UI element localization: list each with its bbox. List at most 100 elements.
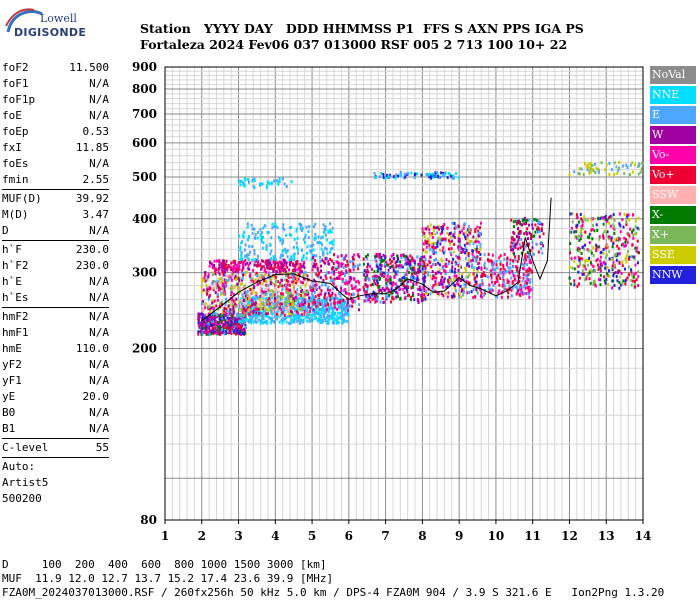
echo-point [207, 290, 210, 294]
echo-point [239, 306, 242, 310]
echo-point [473, 266, 476, 270]
echo-point [213, 299, 216, 303]
echo-point [386, 263, 389, 267]
param-row: C-level 55 [2, 440, 109, 456]
echo-point [281, 238, 284, 242]
echo-point [215, 328, 218, 332]
echo-point [295, 292, 298, 296]
echo-point [292, 253, 295, 257]
echo-point [210, 262, 213, 266]
echo-point [313, 310, 316, 314]
echo-point [524, 286, 527, 290]
echo-point [376, 283, 379, 287]
echo-point [306, 274, 309, 278]
echo-point [253, 249, 256, 253]
echo-point [324, 246, 327, 250]
echo-point [292, 297, 295, 301]
echo-point [376, 297, 379, 301]
echo-point [318, 271, 321, 275]
echo-point [288, 258, 291, 262]
echo-point [290, 320, 293, 324]
echo-point [256, 283, 259, 287]
echo-point [276, 315, 279, 319]
echo-point [595, 259, 598, 263]
echo-point [288, 268, 291, 272]
echo-point [246, 304, 249, 308]
echo-point [322, 304, 325, 308]
echo-point [257, 273, 260, 277]
echo-point [227, 263, 230, 267]
echo-point [403, 275, 406, 279]
echo-point [220, 326, 223, 330]
echo-point [310, 257, 313, 261]
echo-point [231, 318, 234, 322]
echo-point [357, 289, 360, 293]
echo-point [529, 249, 532, 253]
echo-point [271, 311, 274, 315]
echo-point [266, 297, 269, 301]
echo-point [259, 301, 262, 305]
echo-point [409, 259, 412, 263]
echo-point [438, 281, 441, 285]
echo-point [634, 263, 637, 267]
echo-point [237, 306, 240, 310]
echo-point [537, 221, 540, 225]
echo-point [634, 285, 637, 289]
echo-point [362, 257, 365, 261]
echo-point [429, 233, 432, 237]
echo-point [604, 218, 607, 222]
echo-point [452, 278, 455, 282]
echo-point [446, 231, 449, 235]
echo-point [219, 281, 222, 285]
echo-point [309, 297, 312, 301]
echo-point [265, 270, 268, 274]
echo-point [460, 289, 463, 293]
echo-point [528, 289, 531, 293]
echo-point [417, 278, 420, 282]
echo-point [211, 273, 214, 277]
echo-point [261, 265, 264, 269]
echo-point [340, 264, 343, 268]
echo-point [300, 318, 303, 322]
echo-point [522, 276, 525, 280]
echo-point [526, 255, 529, 259]
echo-point [197, 323, 200, 327]
echo-point [210, 323, 213, 327]
echo-point [468, 282, 471, 286]
echo-point [631, 170, 634, 174]
echo-point [515, 265, 518, 269]
echo-point [252, 296, 255, 300]
echo-point [397, 257, 400, 261]
echo-point [448, 275, 451, 279]
echo-point [295, 310, 298, 314]
echo-point [236, 285, 239, 289]
echo-point [261, 182, 264, 186]
echo-point [528, 257, 531, 261]
legend-item: E [650, 106, 696, 124]
echo-point [331, 309, 334, 313]
echo-point [596, 263, 599, 267]
echo-point [589, 161, 592, 165]
echo-point [606, 230, 609, 234]
echo-point [220, 265, 223, 269]
echo-point [602, 222, 605, 226]
echo-point [264, 273, 267, 277]
echo-point [449, 240, 452, 244]
echo-point [407, 172, 410, 176]
echo-point [249, 295, 252, 299]
echo-point [205, 331, 208, 335]
param-value: 55 [95, 441, 109, 454]
echo-point [599, 216, 602, 220]
echo-point [602, 232, 605, 236]
echo-point [254, 307, 257, 311]
echo-point [318, 316, 321, 320]
echo-point [221, 287, 224, 291]
echo-point [498, 289, 501, 293]
echo-point [628, 257, 631, 261]
echo-point [424, 258, 427, 262]
param-row: foF1p N/A [2, 92, 109, 108]
echo-point [627, 213, 630, 217]
echo-point [324, 233, 327, 237]
echo-point [427, 237, 430, 241]
echo-point [218, 304, 221, 308]
